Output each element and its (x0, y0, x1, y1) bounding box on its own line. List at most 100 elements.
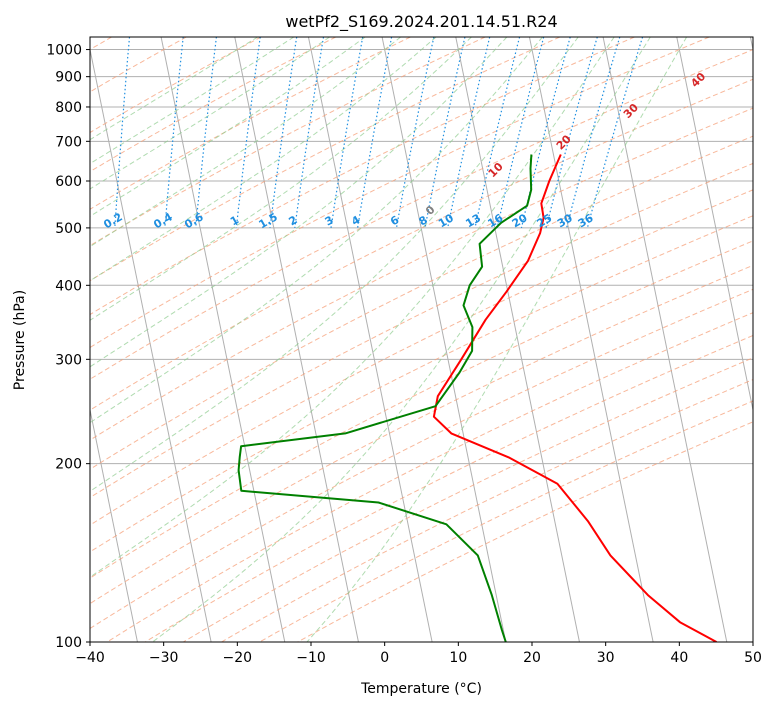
dry-adiabat-line (90, 189, 753, 526)
isotherm-line (676, 37, 753, 413)
isotherm-line (307, 37, 433, 642)
line-labels: 0.20.40.611.52346810131620253036-100-90-… (101, 70, 708, 232)
x-tick-label: −10 (296, 650, 326, 666)
adiabat-label: 40 (688, 70, 708, 90)
adiabat-label: 20 (554, 132, 574, 152)
dry-adiabat-line (90, 264, 753, 605)
background-lines (90, 37, 753, 642)
moist-adiabat-line (90, 37, 366, 217)
plot-frame (89, 36, 754, 643)
moist-adiabat-line (152, 37, 651, 642)
x-tick-label: 30 (597, 650, 615, 666)
isotherm-line (160, 37, 286, 642)
x-axis-label: Temperature (°C) (360, 681, 482, 697)
x-tick-label: 10 (449, 650, 467, 666)
isotherm-line (749, 37, 753, 53)
dry-adiabat-line (90, 37, 561, 282)
dry-adiabat-line (90, 288, 753, 630)
dry-adiabat-line (90, 240, 753, 579)
series-lines (237, 154, 717, 642)
mixing-ratio-line (195, 37, 217, 228)
mixing-ratio-label: 1 (228, 213, 241, 228)
dry-adiabat-line (90, 37, 411, 210)
adiabat-label: 0 (423, 203, 438, 218)
dry-adiabat-line (90, 37, 635, 316)
dry-adiabat-line (90, 78, 753, 411)
dry-adiabat-line (259, 400, 753, 642)
moist-adiabat-line (90, 37, 543, 424)
y-tick-label: 700 (55, 134, 82, 150)
mixing-ratio-line (447, 37, 491, 229)
mixing-ratio-line (395, 37, 435, 229)
moist-adiabat-line (90, 37, 295, 165)
x-tick-label: −20 (223, 650, 253, 666)
isotherm-line (528, 37, 654, 642)
dry-adiabat-line (90, 37, 336, 173)
adiabat-label: 10 (486, 160, 506, 180)
y-tick-label: 300 (55, 352, 82, 368)
mixing-ratio-line (474, 37, 521, 229)
dry-adiabat-line (183, 357, 753, 642)
moist-adiabat-line (90, 37, 508, 368)
x-tick-label: 50 (744, 650, 762, 666)
moist-adiabat-line (90, 37, 258, 141)
mixing-ratio-label: 8 (417, 213, 430, 228)
y-tick-label: 900 (55, 70, 82, 86)
isotherm-line (0, 37, 64, 642)
mixing-ratio-line (330, 37, 364, 228)
moist-adiabat-line (90, 37, 437, 282)
moist-adiabat-line (306, 37, 688, 642)
mixing-ratio-label: 2 (286, 213, 299, 228)
isotherm-line (602, 37, 728, 642)
moist-adiabat-line (90, 37, 330, 190)
x-tick-label: −40 (75, 650, 105, 666)
dry-adiabat-line (144, 334, 753, 642)
dry-adiabat-line (90, 215, 753, 553)
y-tick-label: 200 (55, 457, 82, 473)
adiabat-label: 30 (621, 101, 641, 121)
dry-adiabat-line (297, 421, 753, 642)
mixing-ratio-line (269, 37, 298, 228)
moist-adiabat-line (90, 37, 472, 321)
isotherm-line (234, 37, 359, 642)
y-tick-label: 100 (55, 635, 82, 651)
dry-adiabat-line (90, 107, 753, 441)
isotherm-line (90, 407, 138, 642)
moist-adiabat-line (90, 37, 615, 578)
x-tick-label: 0 (380, 650, 389, 666)
mixing-ratio-line (235, 37, 261, 228)
x-axis: −40 −30 −20 −10 0 10 20 30 40 50 (75, 642, 762, 666)
dry-adiabat-line (90, 37, 262, 134)
chart-title: wetPf2_S169.2024.201.14.51.R24 (285, 12, 557, 32)
mixing-ratio-line (424, 37, 466, 229)
dewpoint-series-line (237, 154, 533, 642)
y-tick-label: 400 (55, 278, 82, 294)
mixing-ratio-label: 4 (349, 213, 362, 228)
mixing-ratio-line (586, 37, 644, 229)
mixing-ratio-label: 6 (388, 213, 401, 228)
moist-adiabat-line (90, 37, 579, 492)
y-tick-label: 1000 (46, 43, 82, 59)
y-tick-label: 500 (55, 221, 82, 237)
x-tick-label: −30 (149, 650, 179, 666)
x-tick-label: 40 (670, 650, 688, 666)
dry-adiabat-line (106, 312, 753, 642)
moist-adiabat-line (90, 37, 401, 248)
y-tick-label: 600 (55, 174, 82, 190)
dry-adiabat-line (90, 162, 753, 499)
mixing-ratio-label: 3 (323, 213, 336, 228)
mixing-ratio-line (566, 37, 621, 229)
dry-adiabat-line (221, 379, 753, 642)
dry-adiabat-line (90, 49, 753, 380)
grid-lines (0, 37, 753, 642)
y-axis-label: Pressure (hPa) (12, 290, 28, 390)
isotherm-line (455, 37, 580, 642)
mixing-ratio-line (496, 37, 545, 229)
y-tick-label: 800 (55, 100, 82, 116)
x-tick-label: 20 (523, 650, 541, 666)
mixing-ratio-line (357, 37, 393, 228)
dry-adiabat-line (90, 37, 486, 247)
dry-adiabat-line (90, 135, 753, 470)
isotherm-line (90, 47, 212, 642)
